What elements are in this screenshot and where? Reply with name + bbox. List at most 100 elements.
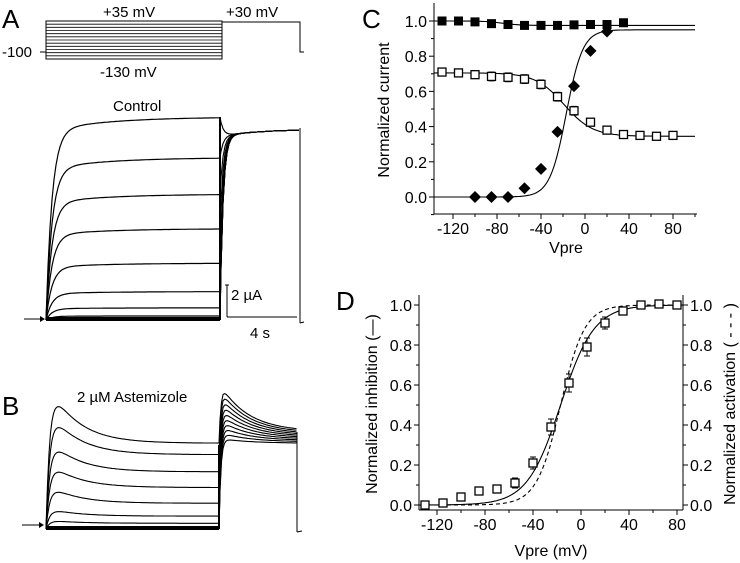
data-point-open-square	[456, 492, 466, 502]
tail-trace	[218, 404, 297, 472]
panel-label-d: D	[336, 286, 355, 316]
data-point-open-square	[552, 92, 563, 102]
data-point-open-square	[453, 68, 464, 78]
y-tick-label: 0.6	[405, 84, 427, 101]
data-point-open-square	[654, 299, 664, 309]
data-point-open-square	[470, 70, 480, 80]
data-point-filled-square	[454, 16, 463, 26]
panel-c-ylabel: Normalized current	[376, 42, 393, 178]
data-point-open-square	[582, 342, 592, 352]
voltage-protocol: +35 mV +30 mV -100 -130 mV	[2, 4, 304, 81]
data-point-open-square	[420, 500, 430, 510]
y-tick-label: 1.0	[390, 298, 412, 315]
current-trace	[45, 194, 220, 321]
tail-trace	[219, 129, 299, 195]
panel-d-xlabel: Vpre (mV)	[515, 543, 588, 560]
fit-curve-diamonds	[434, 29, 695, 198]
data-point-open-square	[564, 378, 574, 388]
scale-bar-time-label: 4 s	[250, 325, 270, 342]
current-trace	[45, 307, 220, 321]
tail-trace	[219, 129, 299, 229]
y-tick-label: 0.8	[390, 338, 412, 355]
current-trace	[45, 427, 219, 530]
current-trace	[45, 117, 220, 321]
tail-trace	[218, 392, 297, 444]
tail-trace	[219, 129, 299, 264]
tail-trace	[219, 129, 299, 321]
panel-c-xlabel: Vpre	[549, 240, 583, 257]
x-tick-label: 0	[581, 221, 590, 238]
y-tick-label: 0.4	[405, 120, 427, 137]
x-tick-label: 40	[620, 517, 638, 534]
data-point-diamond	[551, 125, 564, 138]
data-point-open-square	[474, 486, 484, 496]
tail-end-tick	[299, 321, 305, 324]
protocol-step-bottom-label: -130 mV	[100, 64, 157, 81]
tail-trace	[219, 129, 299, 308]
y-tick-label: 0.2	[390, 458, 412, 475]
protocol-tail-line	[222, 21, 304, 53]
data-point-open-square	[486, 71, 497, 82]
data-point-open-square	[503, 72, 513, 82]
current-trace	[45, 491, 219, 530]
data-point-diamond	[469, 191, 481, 203]
protocol-tail-label: +30 mV	[226, 4, 278, 21]
current-trace	[45, 520, 219, 530]
panel-d-ylabel-right: Normalized activation ( - - - )	[722, 303, 739, 505]
y-right-tick-label: 0.6	[690, 378, 712, 395]
tail-trace	[219, 129, 299, 292]
data-point-filled-square	[586, 20, 595, 30]
y-tick-label: 0.0	[390, 498, 412, 515]
y-tick-label: 0.4	[390, 418, 412, 435]
data-point-filled-square	[503, 20, 513, 30]
current-trace	[45, 262, 220, 321]
panel-b-title: 2 µM Astemizole	[77, 389, 187, 406]
current-trace	[45, 451, 219, 530]
data-point-open-square	[635, 130, 645, 141]
baseline-bundle	[46, 317, 220, 321]
data-point-open-square	[438, 498, 448, 508]
y-tick-label: 0.6	[390, 378, 412, 395]
x-tick-label: 80	[664, 221, 682, 238]
current-trace	[45, 315, 220, 321]
y-tick-label: 1.0	[405, 14, 427, 31]
data-point-filled-square	[619, 18, 628, 28]
tail-trace	[218, 415, 297, 504]
data-point-open-square	[602, 125, 612, 135]
data-point-diamond	[535, 162, 547, 175]
data-point-open-square	[437, 67, 447, 77]
baseline-bundle	[46, 526, 219, 530]
fit-curve-activation	[419, 304, 683, 506]
data-point-filled-square	[437, 16, 447, 26]
current-trace	[45, 471, 219, 530]
data-point-filled-square	[536, 20, 546, 30]
tail-end-tick	[296, 530, 303, 533]
data-point-open-square	[668, 130, 678, 141]
y-right-tick-label: 0.8	[690, 338, 712, 355]
x-tick-label: 80	[668, 517, 686, 534]
y-right-tick-label: 0.0	[690, 498, 712, 515]
protocol-holding-label: -100	[2, 44, 32, 61]
y-tick-label: 0.8	[405, 49, 427, 66]
x-tick-label: 40	[620, 221, 638, 238]
current-trace	[45, 511, 219, 530]
fit-curve-inhibition	[419, 304, 683, 506]
zero-current-arrow-head	[40, 316, 45, 322]
data-point-open-square	[618, 129, 629, 140]
protocol-step-top-label: +35 mV	[103, 4, 155, 21]
data-point-open-square	[546, 422, 556, 432]
y-tick-label: 0.0	[405, 190, 427, 207]
data-point-open-square	[492, 484, 502, 494]
data-point-open-square	[600, 318, 610, 328]
x-tick-label: 0	[577, 517, 586, 534]
data-point-open-square	[536, 79, 546, 90]
x-tick-label: -80	[485, 221, 508, 238]
data-point-filled-square	[470, 17, 480, 27]
data-point-open-square	[585, 117, 596, 127]
x-tick-label: -120	[437, 221, 469, 238]
data-point-filled-square	[487, 19, 496, 29]
data-point-diamond	[568, 80, 580, 93]
y-right-tick-label: 0.4	[690, 418, 712, 435]
data-point-filled-square	[569, 20, 579, 30]
panel-label-a: A	[2, 4, 20, 34]
